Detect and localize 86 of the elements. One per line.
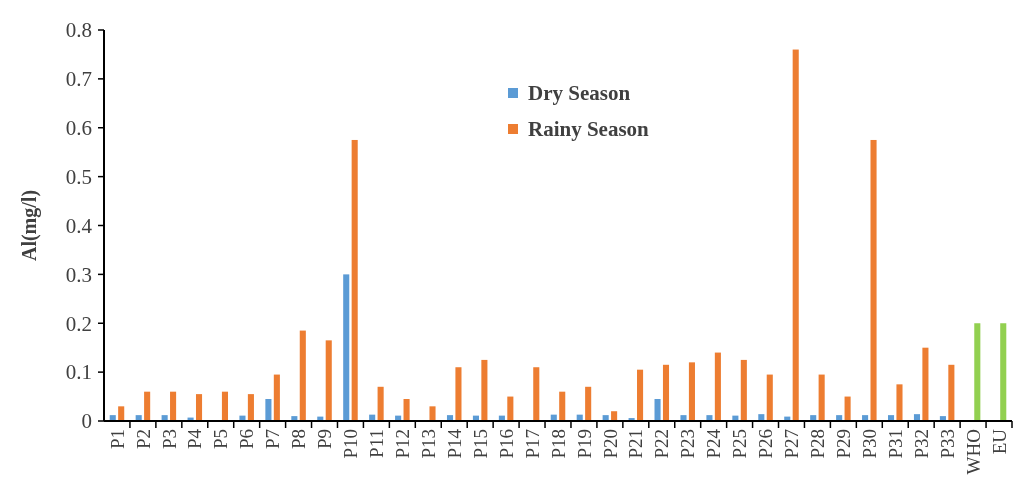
bar (429, 406, 436, 421)
x-tick-label: P32 (910, 429, 932, 459)
x-tick-label: P23 (677, 429, 699, 459)
x-tick-label: P7 (262, 429, 284, 450)
y-tick-label: 0.4 (65, 213, 93, 238)
x-tick-label: P30 (858, 429, 880, 459)
x-tick-label: P27 (781, 429, 803, 459)
bar (948, 364, 955, 421)
x-tick-label: P29 (833, 429, 855, 459)
y-tick-label: 0.7 (65, 67, 92, 92)
bar (351, 139, 358, 421)
x-tick-label: P12 (391, 429, 413, 459)
legend-label: Dry Season (528, 81, 631, 106)
bar (974, 323, 981, 421)
y-tick-label: 0.2 (65, 311, 92, 336)
y-tick-label: 0.8 (65, 18, 92, 43)
x-tick-label: P14 (443, 428, 465, 459)
bar (559, 391, 566, 421)
bar (740, 359, 747, 421)
bar (654, 399, 661, 421)
y-tick-label: 0.1 (65, 360, 92, 385)
bar (325, 340, 332, 421)
x-tick-label: P18 (547, 429, 569, 459)
x-tick-label: P21 (625, 429, 647, 459)
bar (507, 396, 514, 421)
bar (844, 396, 851, 421)
x-tick-label: P17 (521, 429, 543, 459)
x-tick-label: P11 (366, 429, 388, 458)
bar (688, 362, 695, 421)
x-tick-label: P24 (703, 428, 725, 459)
x-tick-label: P22 (651, 429, 673, 459)
bar (766, 374, 773, 421)
x-tick-label: P1 (106, 429, 128, 450)
y-tick-label: 0 (81, 409, 92, 434)
x-tick-label: P8 (288, 429, 310, 450)
bar (533, 367, 540, 421)
x-tick-label: P33 (936, 429, 958, 459)
bar (343, 274, 350, 421)
x-tick-label: P25 (729, 429, 751, 459)
bar (818, 374, 825, 421)
bar (585, 386, 592, 421)
x-tick-label: WHO (962, 429, 984, 475)
x-tick-label: P10 (340, 429, 362, 459)
bar (265, 399, 272, 421)
bar (792, 49, 799, 421)
bar (118, 406, 125, 421)
x-tick-label: P28 (807, 429, 829, 459)
bar (403, 399, 410, 421)
bar (195, 394, 203, 421)
y-tick-label: 0.5 (65, 164, 92, 189)
bar (273, 374, 280, 421)
bar (611, 411, 618, 421)
y-tick-label: 0.3 (65, 262, 92, 287)
y-tick-label: 0.6 (65, 116, 92, 141)
x-tick-label: P4 (184, 428, 206, 450)
bar (1000, 323, 1007, 421)
x-tick-label: P13 (417, 429, 439, 459)
x-tick-label: P3 (158, 429, 180, 450)
bar (870, 139, 877, 421)
bar (680, 415, 687, 421)
bar (144, 391, 151, 421)
x-tick-label: P2 (132, 429, 154, 450)
x-tick-label: P16 (495, 429, 517, 459)
bar (170, 391, 177, 421)
bar (896, 384, 903, 421)
bar (637, 369, 644, 421)
bar (299, 330, 306, 421)
bar (714, 352, 721, 421)
y-axis-title: Al(mg/l) (18, 189, 41, 262)
x-tick-label: P15 (469, 429, 491, 459)
x-tick-label: P26 (755, 429, 777, 459)
x-tick-label: P6 (236, 429, 258, 450)
x-tick-label: EU (988, 428, 1010, 455)
bar (247, 394, 254, 421)
x-tick-label: P19 (573, 429, 595, 459)
bar (221, 391, 229, 421)
x-tick-label: P5 (210, 429, 232, 450)
legend-label: Rainy Season (528, 117, 650, 142)
x-tick-label: P31 (884, 429, 906, 459)
bar (481, 359, 488, 421)
x-tick-label: P9 (314, 429, 336, 450)
bar (922, 347, 929, 421)
x-tick-label: P20 (599, 429, 621, 459)
bar (377, 386, 384, 421)
bar (455, 367, 462, 421)
bar (662, 364, 670, 421)
